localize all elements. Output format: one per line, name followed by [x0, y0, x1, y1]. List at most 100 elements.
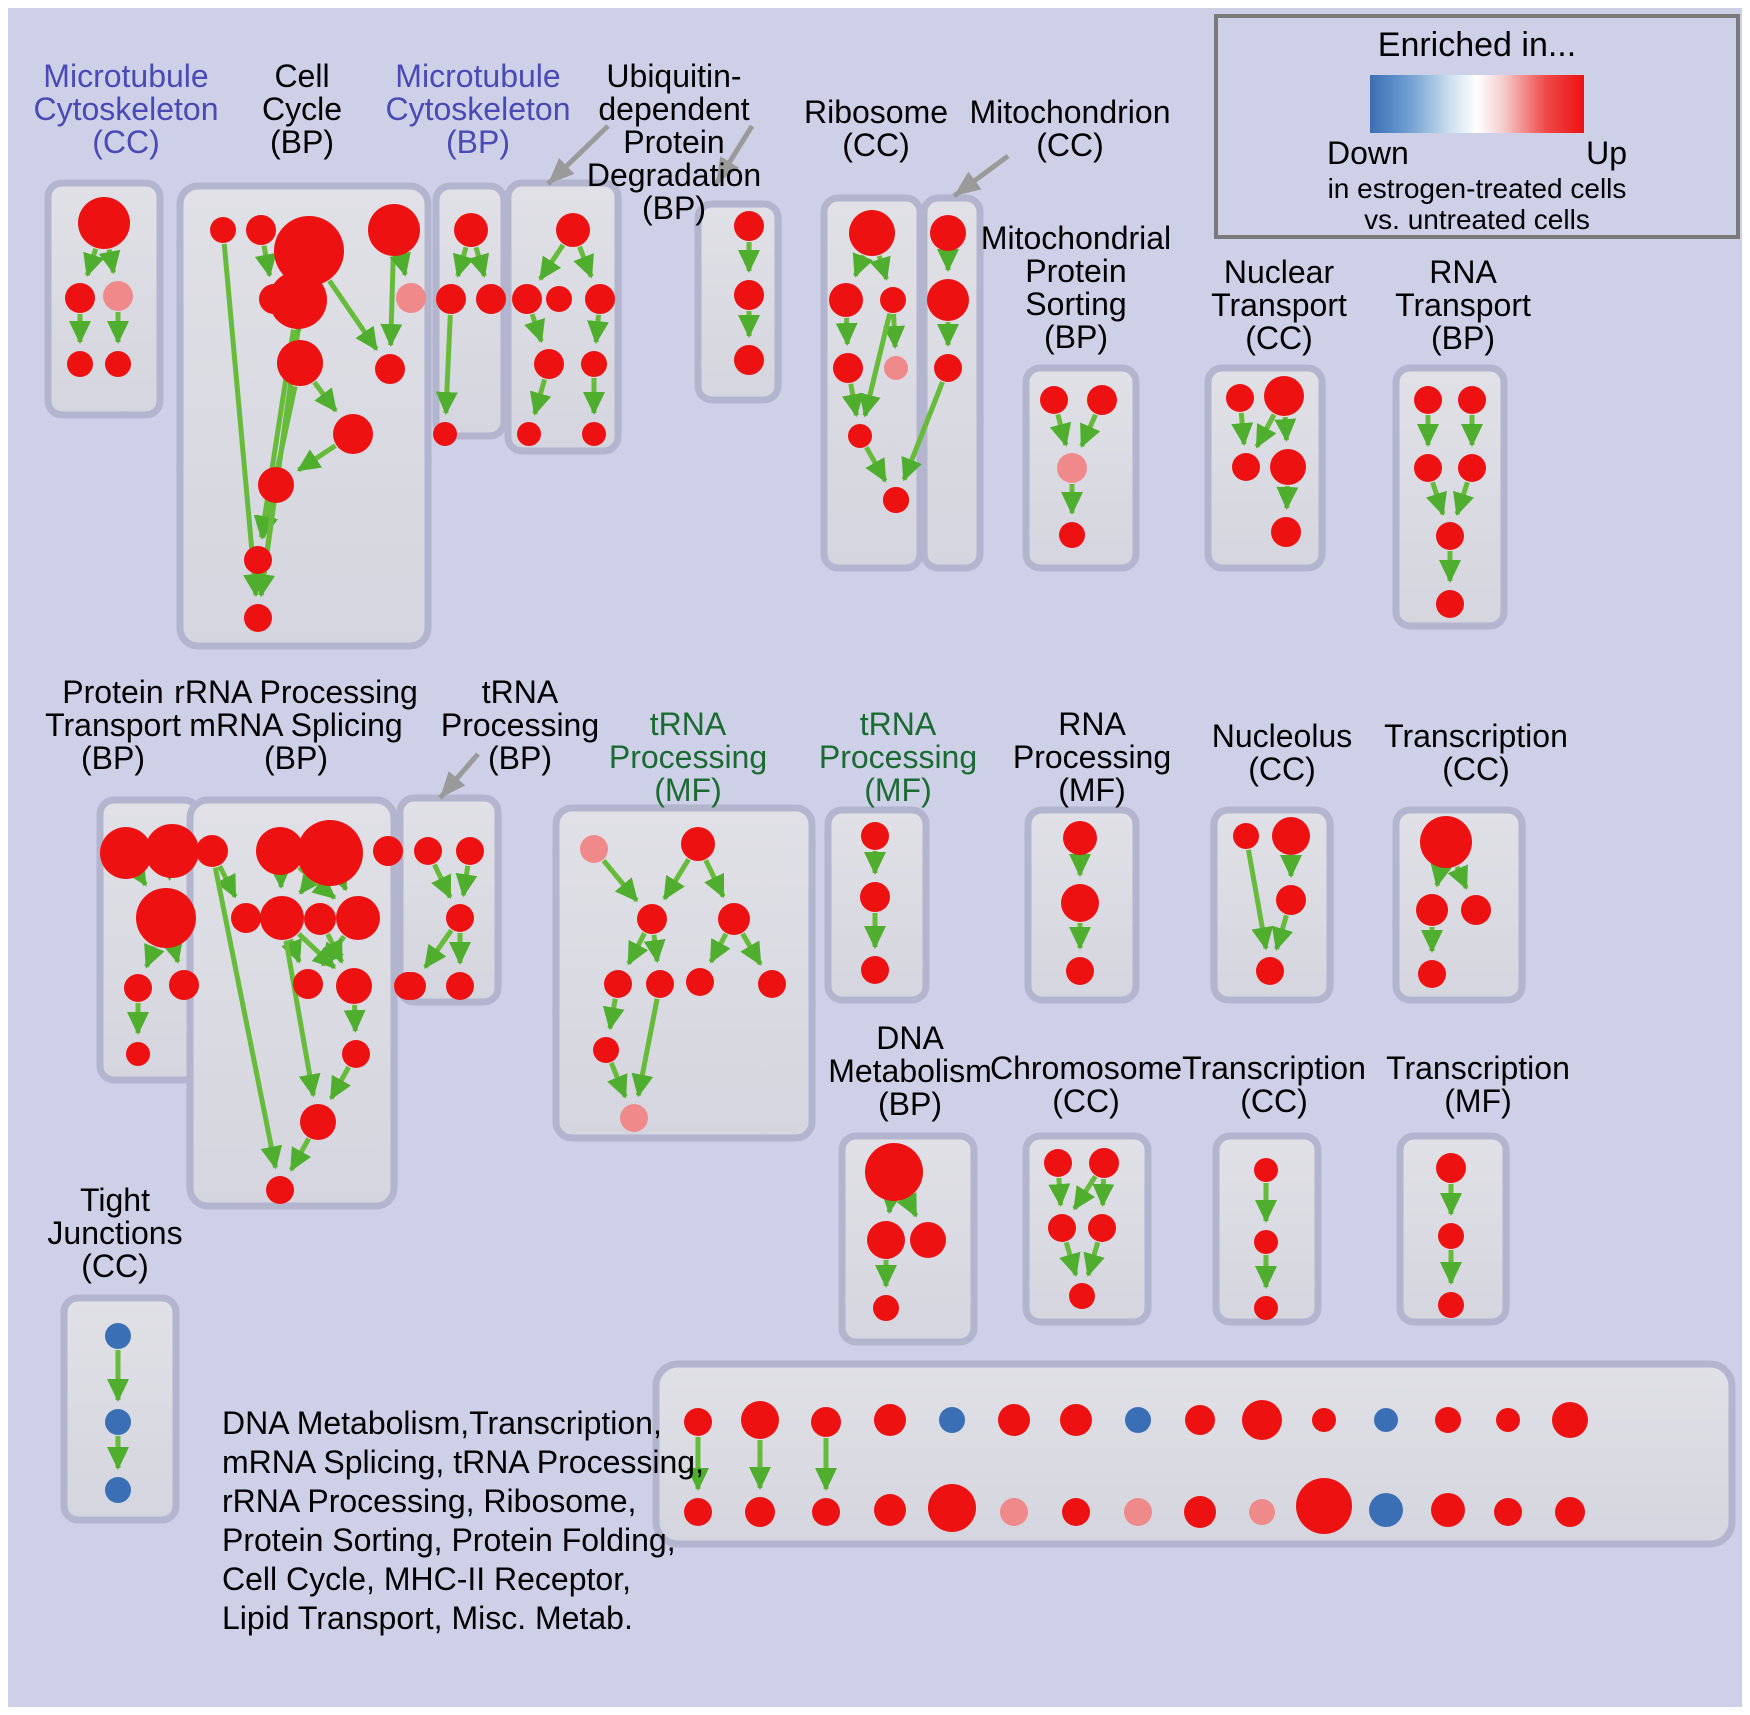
network-node — [874, 1404, 906, 1436]
network-node — [580, 835, 608, 863]
network-edge — [221, 243, 266, 598]
network-edge — [864, 446, 888, 483]
nuclear-transport-box — [1204, 364, 1326, 572]
network-node — [1185, 1405, 1215, 1435]
network-node — [1438, 1292, 1464, 1318]
network-node — [274, 216, 344, 286]
network-edge — [1059, 1241, 1081, 1277]
network-edge — [1254, 413, 1277, 449]
network-node — [1069, 1283, 1095, 1309]
network-node — [100, 827, 152, 879]
network-node — [849, 210, 895, 256]
network-node — [1312, 1408, 1336, 1432]
network-node — [1552, 1402, 1588, 1438]
network-node — [934, 354, 962, 382]
network-edge — [835, 317, 858, 347]
network-node — [446, 904, 474, 932]
network-edge — [859, 313, 893, 418]
network-node — [1436, 590, 1464, 618]
network-svg — [44, 124, 1736, 1548]
network-node — [1271, 517, 1301, 547]
network-node — [1044, 1149, 1072, 1177]
network-edge — [1430, 862, 1453, 888]
network-node — [368, 204, 420, 256]
network-node — [930, 215, 966, 251]
network-node — [1272, 817, 1310, 855]
network-node — [1436, 522, 1464, 550]
network-edge — [601, 858, 639, 903]
network-node — [446, 972, 474, 1000]
network-node — [1233, 823, 1259, 849]
network-node — [684, 1408, 712, 1436]
network-node — [880, 287, 906, 313]
network-node — [998, 1404, 1030, 1436]
network-edge — [83, 247, 105, 278]
network-node — [244, 604, 272, 632]
network-edge — [281, 938, 302, 964]
network-node — [1276, 885, 1306, 915]
network-node — [873, 1295, 899, 1321]
network-node — [1420, 816, 1472, 868]
network-edge — [896, 1192, 919, 1218]
network-edge — [1453, 481, 1475, 517]
network-edge — [880, 1190, 903, 1215]
network-edge — [1083, 1241, 1105, 1277]
network-node — [1184, 1496, 1216, 1528]
network-node — [884, 356, 908, 380]
network-node — [1232, 453, 1260, 481]
network-nodes — [65, 197, 1588, 1534]
network-edge — [297, 931, 337, 970]
network-node — [1494, 1498, 1522, 1526]
network-node — [582, 422, 606, 446]
network-node — [812, 1498, 840, 1526]
network-node — [169, 970, 199, 1000]
network-edge — [423, 928, 454, 969]
network-node — [585, 284, 615, 314]
network-node — [103, 281, 133, 311]
arrow-trna-bp-head — [440, 771, 466, 798]
network-node — [517, 422, 541, 446]
network-node — [136, 888, 196, 948]
network-node — [1414, 454, 1442, 482]
network-node — [277, 340, 323, 386]
legend-subtitle-line2: vs. untreated cells — [1364, 204, 1590, 236]
network-node — [604, 970, 632, 998]
network-edge — [1048, 1177, 1071, 1208]
network-node — [210, 217, 236, 243]
network-edge — [586, 314, 609, 345]
network-node — [734, 211, 764, 241]
network-node — [927, 279, 969, 321]
network-node — [260, 896, 304, 940]
network-edge — [254, 245, 277, 278]
network-edge — [455, 865, 478, 898]
network-edge — [1271, 914, 1294, 951]
network-node — [681, 827, 715, 861]
network-edge — [380, 256, 403, 348]
network-node — [684, 1498, 712, 1526]
callout-arrows — [438, 124, 1010, 800]
network-node — [1060, 1404, 1092, 1436]
misc-categories-caption: DNA Metabolism,Transcription, mRNA Splic… — [222, 1405, 704, 1637]
network-node — [1458, 386, 1486, 414]
network-edge — [144, 943, 165, 969]
network-node — [718, 903, 750, 935]
network-edge — [1425, 481, 1447, 517]
network-node — [1436, 1153, 1466, 1183]
cell-cycle-bp-box — [176, 182, 432, 650]
network-edge — [538, 243, 566, 281]
network-node — [1435, 1407, 1461, 1433]
network-node — [373, 836, 403, 866]
network-edge — [327, 865, 349, 892]
network-node — [1059, 522, 1085, 548]
ubiquitin-degradation-box — [504, 179, 622, 455]
network-node — [1496, 1408, 1520, 1432]
network-edge — [452, 246, 475, 278]
figure-canvas: Microtubule Cytoskeleton (CC) Cell Cycle … — [8, 8, 1742, 1707]
network-node — [105, 1477, 131, 1503]
network-edge — [1274, 416, 1297, 443]
network-edge — [841, 383, 864, 418]
network-node — [65, 283, 95, 313]
network-node — [196, 835, 228, 867]
network-edge — [1079, 413, 1101, 448]
network-node — [1040, 386, 1068, 414]
